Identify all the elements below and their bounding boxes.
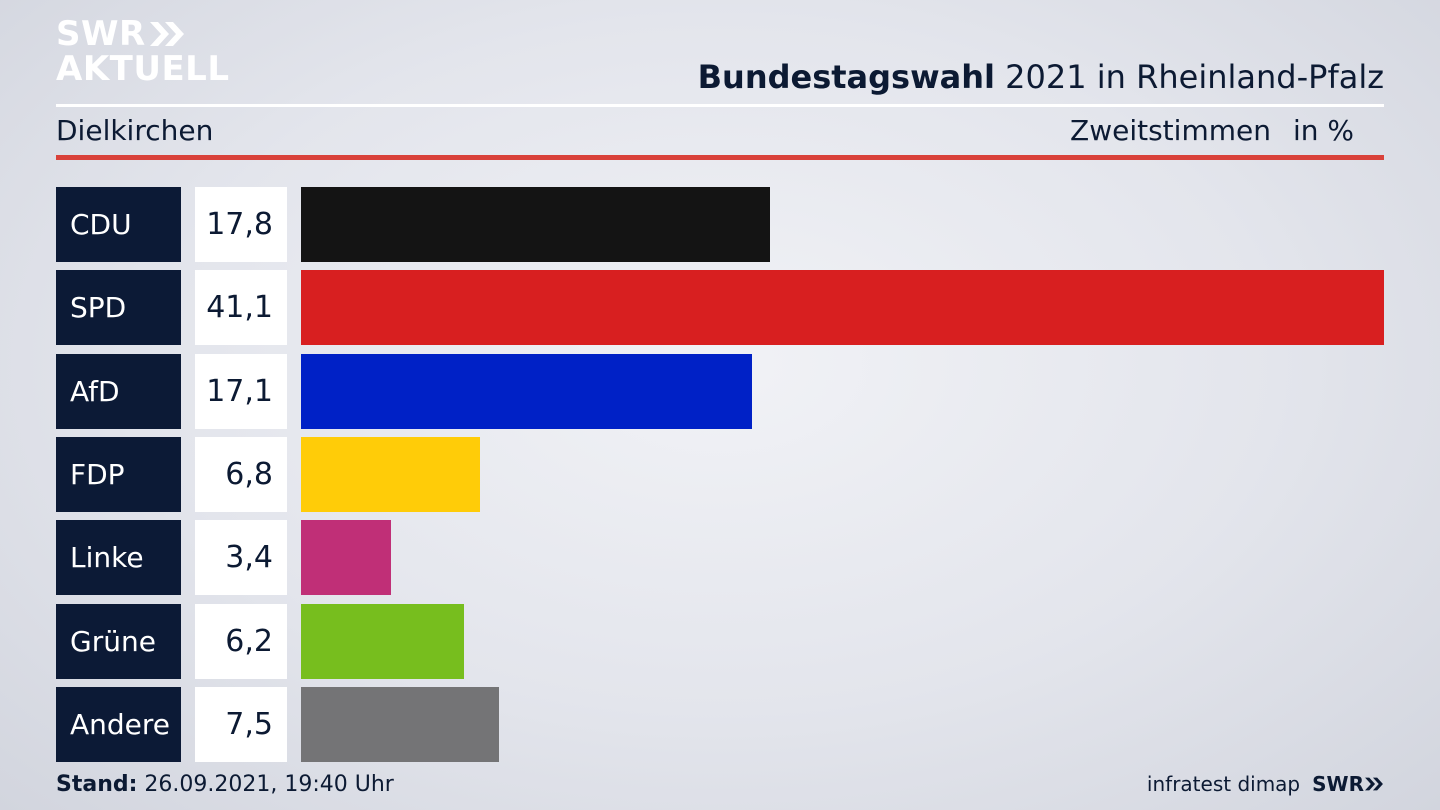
- bar-row: CDU 17,8: [0, 187, 1440, 262]
- bar: [301, 187, 771, 262]
- bar: [301, 353, 752, 429]
- bar-row: Andere 7,5: [0, 686, 1440, 762]
- bar: [301, 270, 1384, 346]
- bar: [301, 520, 391, 596]
- footer-swr-text: SWR: [1312, 772, 1364, 796]
- party-label: Grüne: [56, 603, 181, 679]
- place-name: Dielkirchen: [56, 114, 214, 147]
- bar: [301, 436, 481, 512]
- double-chevron-icon: [1365, 777, 1383, 791]
- swr-aktuell-logo: SWR AKTUELL: [56, 16, 230, 88]
- stand-value: 26.09.2021, 19:40 Uhr: [137, 772, 394, 797]
- value-label: 3,4: [195, 520, 287, 596]
- chart-title: Bundestagswahl 2021 in Rheinland-Pfalz: [698, 58, 1384, 96]
- party-label: SPD: [56, 270, 181, 346]
- bar: [301, 603, 465, 679]
- footer-swr-logo: SWR: [1312, 772, 1384, 796]
- party-label: FDP: [56, 436, 181, 512]
- metric-label: Zweitstimmen in %: [1070, 114, 1354, 147]
- bar: [301, 686, 499, 762]
- header-divider: [56, 104, 1384, 107]
- source-label: infratest dimap: [1146, 772, 1301, 796]
- value-label: 17,1: [195, 353, 287, 429]
- party-label: Andere: [56, 686, 181, 762]
- value-label: 41,1: [195, 270, 287, 346]
- bar-row: SPD 41,1: [0, 270, 1440, 346]
- bar-row: Linke 3,4: [0, 520, 1440, 596]
- bar-row: Grüne 6,2: [0, 603, 1440, 679]
- value-label: 6,2: [195, 603, 287, 679]
- footer-credits: infratest dimap SWR: [1147, 772, 1384, 796]
- title-rest: 2021 in Rheinland-Pfalz: [995, 58, 1384, 96]
- value-label: 7,5: [195, 686, 287, 762]
- timestamp: Stand: 26.09.2021, 19:40 Uhr: [56, 772, 394, 797]
- title-bold: Bundestagswahl: [697, 58, 995, 96]
- party-label: CDU: [56, 187, 181, 262]
- value-label: 6,8: [195, 436, 287, 512]
- party-label: Linke: [56, 520, 181, 596]
- party-label: AfD: [56, 353, 181, 429]
- metric-name: Zweitstimmen: [1070, 114, 1271, 147]
- bar-row: AfD 17,1: [0, 353, 1440, 429]
- logo-aktuell-text: AKTUELL: [56, 49, 230, 89]
- double-chevron-icon: [149, 22, 184, 46]
- logo-swr-text: SWR: [56, 14, 146, 54]
- value-label: 17,8: [195, 187, 287, 262]
- stand-label: Stand:: [56, 772, 138, 797]
- bar-row: FDP 6,8: [0, 436, 1440, 512]
- unit-label: in %: [1292, 114, 1354, 147]
- accent-divider: [56, 155, 1384, 160]
